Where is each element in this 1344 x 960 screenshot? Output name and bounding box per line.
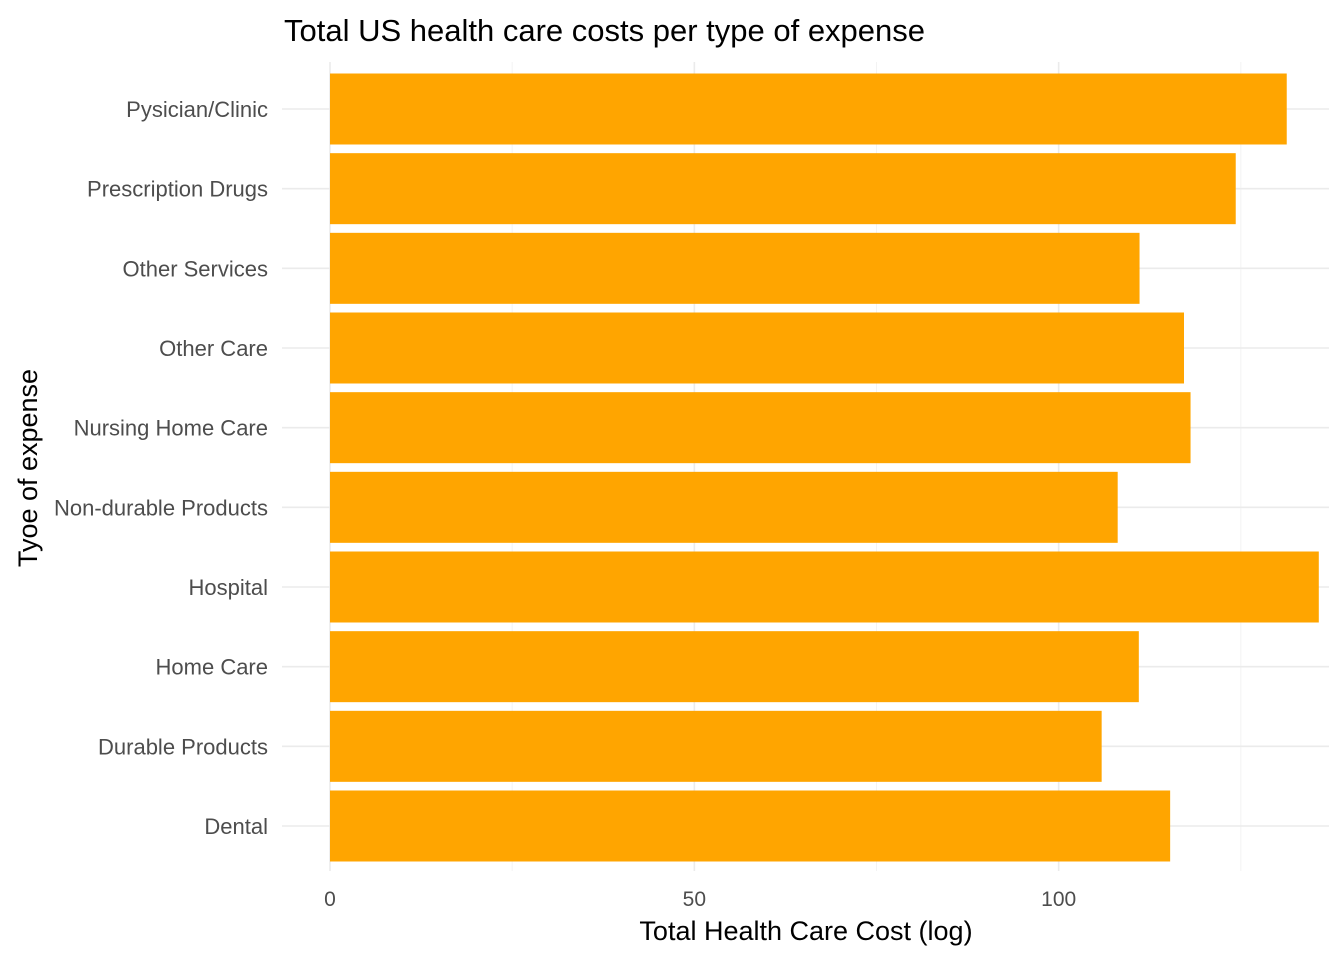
bar-non-durable-products (330, 471, 1118, 543)
x-tick-label: 100 (1041, 888, 1076, 911)
bar-other-care (330, 312, 1184, 384)
bars (330, 73, 1319, 862)
bar-home-care (330, 631, 1139, 703)
x-axis-title: Total Health Care Cost (log) (639, 916, 972, 946)
bar-durable-products (330, 710, 1102, 782)
x-tick-label: 0 (324, 888, 336, 911)
y-tick-label: Other Care (159, 336, 268, 361)
y-tick-label: Durable Products (98, 734, 268, 759)
y-tick-label: Non-durable Products (54, 495, 268, 520)
y-tick-label: Dental (204, 814, 268, 839)
y-tick-label: Pysician/Clinic (126, 97, 268, 122)
bar-prescription-drugs (330, 153, 1236, 225)
chart-title: Total US health care costs per type of e… (284, 13, 925, 48)
y-tick-label: Nursing Home Care (74, 416, 268, 441)
y-tick-labels: Dental Durable Products Home Care Hospital N… (54, 97, 268, 839)
bar-dental (330, 790, 1171, 862)
x-tick-labels: 0 50 100 (324, 888, 1076, 911)
y-tick-label: Other Services (123, 256, 269, 281)
x-tick-label: 50 (683, 888, 706, 911)
y-tick-label: Prescription Drugs (87, 177, 268, 202)
y-tick-label: Hospital (189, 575, 268, 600)
bar-hospital (330, 551, 1319, 623)
bar-pysician-clinic (330, 73, 1287, 145)
bar-other-services (330, 232, 1140, 304)
y-axis-title: Tyoe of expense (13, 369, 43, 567)
bar-nursing-home-care (330, 392, 1191, 464)
y-tick-label: Home Care (156, 655, 268, 680)
